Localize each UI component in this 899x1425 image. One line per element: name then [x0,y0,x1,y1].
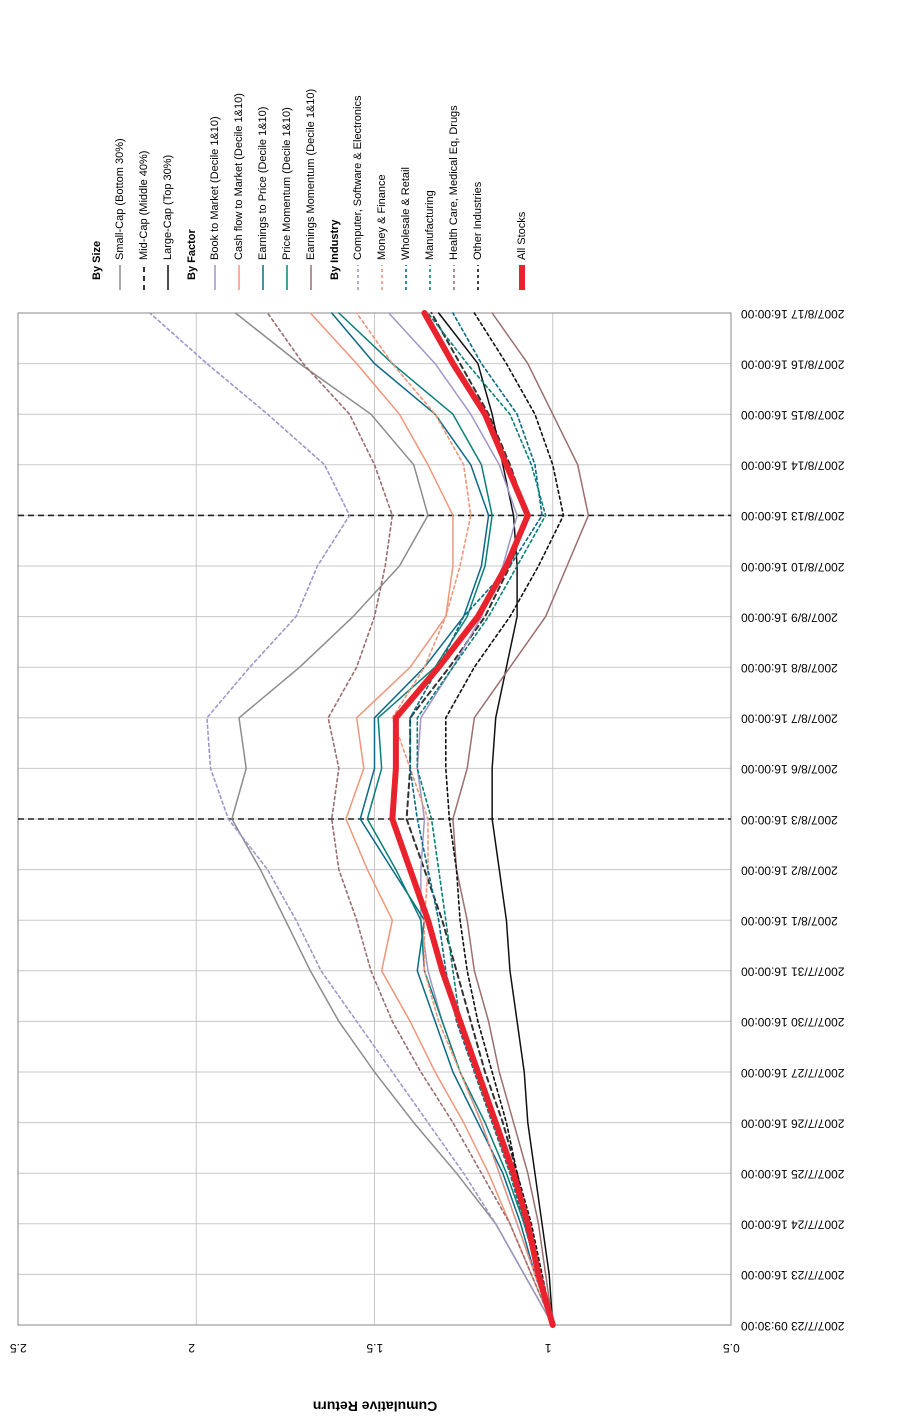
legend-label: Price Momentum (Decile 1&10) [281,107,293,260]
series-line [330,312,554,1326]
legend-label: Manufacturing [424,190,436,260]
legend-label: Wholesale & Retail [400,167,412,260]
legend-label: Large-Cap (Top 30%) [162,155,174,260]
legend: By Size Small-Cap (Bottom 30%) Mid-Cap (Mi… [91,89,528,290]
legend-label: Mid-Cap (Middle 40%) [138,151,150,260]
x-tick-label: 2007/8/1 16:00:00 [741,914,838,928]
x-tick-label: 2007/7/26 16:00:00 [741,1116,845,1130]
y-tick-label: 1 [544,1341,551,1355]
legend-label: Health Care, Medical Eq, Drugs [448,105,460,260]
y-tick-label: 0.5 [723,1341,740,1355]
series-line [388,312,554,1326]
legend-label: Earnings Momentum (Decile 1&10) [305,89,317,260]
x-tick-label: 2007/7/23 09:30:00 [741,1319,845,1333]
x-tick-label: 2007/7/25 16:00:00 [741,1167,845,1181]
rotated-chart: Cumulative Return 0.5 1 1.5 2 2.5 2007/7/23 0… [10,89,845,1414]
series-line [231,312,554,1326]
legend-label: Small-Cap (Bottom 30%) [114,138,126,260]
series-line [416,312,554,1326]
legend-label: Cash flow to Market (Decile 1&10) [233,93,245,260]
x-tick-label: 2007/8/10 16:00:00 [741,560,845,574]
y-tick-label: 2.5 [10,1341,27,1355]
x-tick-label: 2007/8/9 16:00:00 [741,610,838,624]
series-line [445,312,565,1326]
x-tick-label: 2007/8/7 16:00:00 [741,712,838,726]
series-line [389,310,556,1328]
x-tick-label: 2007/8/3 16:00:00 [741,813,838,827]
series-line [338,312,554,1326]
legend-label: Book to Market (Decile 1&10) [209,116,221,260]
x-tick-label: 2007/8/13 16:00:00 [741,509,845,523]
series-line [149,312,554,1326]
series-line [452,312,590,1326]
x-tick-label: 2007/7/30 16:00:00 [741,1015,845,1029]
x-tick-label: 2007/8/15 16:00:00 [741,408,845,422]
series-line [309,312,554,1326]
x-tick-label: 2007/7/23 16:00:00 [741,1268,845,1282]
series-line [437,312,554,1326]
legend-label: Computer, Software & Electronics [352,95,364,260]
x-tick-label: 2007/8/17 16:00:00 [741,307,845,321]
legend-group-title: By Size [91,241,103,280]
x-tick-label: 2007/7/31 16:00:00 [741,965,845,979]
x-tick-label: 2007/8/16 16:00:00 [741,357,845,371]
x-tick-label: 2007/8/14 16:00:00 [741,459,845,473]
series-line [266,312,554,1326]
y-tick-label: 1.5 [366,1341,383,1355]
x-tick-label: 2007/7/24 16:00:00 [741,1218,845,1232]
x-tick-label: 2007/8/8 16:00:00 [741,661,838,675]
y-axis-label: Cumulative Return [313,1398,437,1414]
legend-label: Earnings to Price (Decile 1&10) [257,107,269,260]
legend-group-title: By Factor [186,229,198,280]
x-tick-label: 2007/7/27 16:00:00 [741,1066,845,1080]
series-line [355,312,554,1326]
legend-label: All Stocks [516,211,528,260]
legend-label: Money & Finance [376,174,388,260]
y-tick-label: 2 [188,1341,195,1355]
x-tick-label: 2007/8/2 16:00:00 [741,863,838,877]
legend-label: Other Industries [472,181,484,260]
x-tick-label: 2007/8/6 16:00:00 [741,762,838,776]
legend-group-title: By Industry [329,219,341,280]
